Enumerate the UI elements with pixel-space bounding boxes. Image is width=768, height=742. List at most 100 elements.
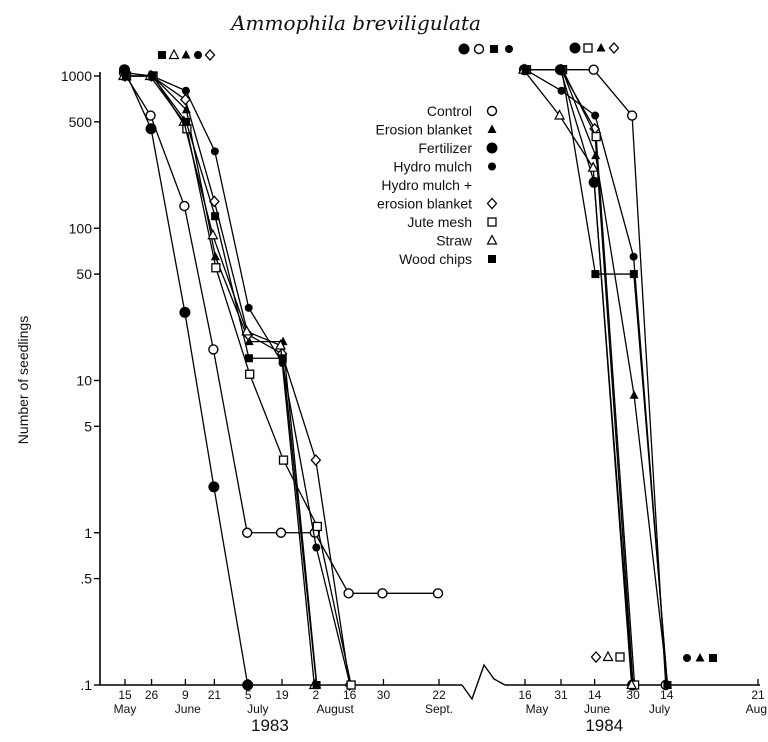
x-tick-label: 19 xyxy=(275,688,289,702)
series-wood-chips xyxy=(121,65,672,689)
series-line xyxy=(123,69,249,686)
legend-marker xyxy=(488,162,496,171)
bottom-cluster-marker xyxy=(695,653,705,662)
month-label: Aug. xyxy=(746,702,768,716)
x-tick-label: 30 xyxy=(626,688,640,702)
data-point xyxy=(244,303,253,312)
series-line xyxy=(126,75,352,686)
data-point xyxy=(278,455,289,465)
data-point xyxy=(180,93,191,106)
month-label: May xyxy=(526,702,549,716)
series-line xyxy=(126,75,318,686)
series-line xyxy=(525,69,634,686)
month-label: June xyxy=(584,702,610,716)
data-point xyxy=(207,228,219,240)
legend-entry-hydro-mulch: Hydro mulch xyxy=(393,159,496,175)
series-line xyxy=(123,72,438,594)
data-point xyxy=(208,481,220,493)
legend-marker xyxy=(486,197,498,210)
data-point xyxy=(179,306,191,318)
x-tick-label: 16 xyxy=(343,688,357,702)
legend-label: Wood chips xyxy=(399,251,472,267)
data-point xyxy=(245,369,255,379)
month-label: July xyxy=(247,702,268,716)
y-tick-label: 1000 xyxy=(61,68,92,84)
data-point xyxy=(588,64,599,75)
data-point xyxy=(557,86,566,95)
top-marker-clusters xyxy=(158,42,717,663)
data-point xyxy=(210,147,219,156)
bottom-cluster-marker xyxy=(602,650,614,662)
data-point xyxy=(210,251,220,261)
y-tick-label: .5 xyxy=(80,571,92,587)
x-tick-label: 21 xyxy=(751,688,765,702)
bottom-cluster-marker xyxy=(590,651,602,663)
bottom-cluster-marker xyxy=(709,654,717,662)
data-point xyxy=(591,111,600,120)
x-tick-label: 26 xyxy=(145,688,159,702)
data-point xyxy=(554,109,566,120)
top-cluster-marker xyxy=(458,43,470,55)
data-point xyxy=(629,270,638,279)
top-cluster-marker xyxy=(473,43,485,55)
data-point xyxy=(377,588,388,599)
series-line xyxy=(524,69,634,686)
top-cluster-marker xyxy=(608,42,620,54)
x-axis-break-mark xyxy=(461,663,506,701)
x-tick-label: 16 xyxy=(518,688,532,702)
legend-marker xyxy=(486,142,498,154)
legend-label: Hydro mulch + xyxy=(381,177,472,193)
x-tick-label: 21 xyxy=(208,688,222,702)
top-cluster-marker xyxy=(204,49,216,61)
month-label: Sept. xyxy=(425,702,453,716)
top-cluster-marker xyxy=(168,48,180,60)
y-axis-label: Number of seedlings xyxy=(15,316,31,444)
data-point xyxy=(208,195,220,208)
y-tick-label: 1 xyxy=(84,525,92,541)
data-point xyxy=(591,270,600,279)
bottom-cluster-marker xyxy=(615,652,625,662)
legend-label: Straw xyxy=(436,233,473,249)
series-layer xyxy=(118,63,673,691)
data-point xyxy=(432,588,444,599)
data-point xyxy=(148,72,157,80)
legend-marker xyxy=(487,124,497,133)
legend-marker xyxy=(486,105,498,117)
data-point xyxy=(145,110,156,121)
top-cluster-marker xyxy=(569,42,581,54)
legend-entry-control: Control xyxy=(427,103,498,119)
month-label: August xyxy=(316,702,354,716)
top-cluster-marker xyxy=(194,51,202,59)
x-tick-label: 22 xyxy=(432,688,446,702)
top-cluster-marker xyxy=(490,45,498,53)
x-tick-label: 31 xyxy=(554,688,568,702)
month-label: July xyxy=(649,702,670,716)
legend-entry-fertilizer: Fertilizer xyxy=(418,140,498,156)
data-point xyxy=(211,263,221,273)
data-point xyxy=(241,527,253,538)
series-line xyxy=(125,75,318,686)
data-point xyxy=(312,543,321,552)
y-tick-label: 10 xyxy=(76,373,92,389)
year-label: 1984 xyxy=(585,716,623,735)
legend-entry-hydro-mulch-erosion-blanket: Hydro mulch + erosion blanket xyxy=(377,177,498,212)
data-point xyxy=(587,161,599,172)
series-line xyxy=(125,72,351,686)
legend-marker xyxy=(488,255,496,263)
legend-label: Jute mesh xyxy=(407,214,472,230)
legend-entry-straw: Straw xyxy=(436,233,498,249)
data-point xyxy=(242,679,254,691)
data-point xyxy=(626,110,638,121)
data-point xyxy=(310,454,322,467)
data-point xyxy=(346,680,356,690)
series-line xyxy=(524,69,667,686)
year-label: 1983 xyxy=(251,716,289,735)
x-tick-label: 14 xyxy=(660,688,674,702)
legend-label: Erosion blanket xyxy=(375,122,472,138)
data-point xyxy=(278,354,287,363)
x-tick-label: 2 xyxy=(312,688,319,702)
data-point xyxy=(182,117,191,126)
x-tick-label: 15 xyxy=(118,688,132,702)
data-point xyxy=(626,678,638,690)
